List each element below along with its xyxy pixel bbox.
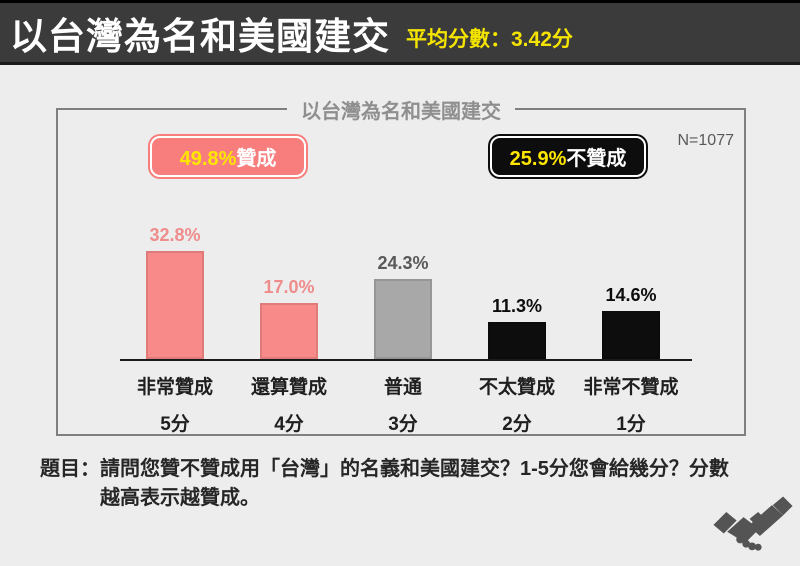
bar [602, 311, 660, 359]
chart-title: 以台灣為名和美國建交 [287, 95, 515, 124]
bar-value-label: 14.6% [605, 285, 657, 305]
bar [374, 279, 432, 359]
mean-score-label: 平均分數：3.42分 [406, 27, 573, 51]
category-score-label: 4分 [274, 414, 304, 435]
category-score-label: 3分 [388, 414, 418, 435]
category-label: 不太贊成 [478, 377, 555, 398]
bar-value-label: 11.3% [491, 296, 543, 316]
question-footnote: 題目：請問您贊不贊成用「台灣」的名義和美國建交？1-5分您會給幾分？分數 越高表… [40, 455, 750, 513]
bar-value-label: 17.0% [263, 277, 315, 297]
bar-column: 11.3% [460, 296, 574, 359]
bar [488, 322, 546, 359]
category-column: 不太贊成 2分 [460, 372, 574, 436]
bar [146, 251, 204, 359]
bar-column: 24.3% [346, 253, 460, 359]
category-label: 非常不贊成 [583, 377, 679, 398]
sample-size-label: N=1077 [677, 132, 735, 149]
category-column: 非常贊成 5分 [118, 372, 232, 436]
bar-column: 17.0% [232, 277, 346, 359]
question-line1: 題目：請問您贊不贊成用「台灣」的名義和美國建交？1-5分您會給幾分？分數 [40, 458, 729, 480]
disagree-percentage: 25.9% [509, 148, 567, 170]
category-score-label: 2分 [502, 414, 532, 435]
disagree-label: 不贊成 [566, 148, 627, 170]
bars-row: 32.8% 17.0% 24.3% 11.3% 14.6% [118, 110, 690, 359]
category-score-label: 1分 [616, 414, 646, 435]
cats-row: 非常贊成 5分 還算贊成 4分 普通 3分 不太贊成 2分 非常不贊成 1分 [118, 372, 690, 436]
disagree-badge: 25.9%不贊成 [490, 136, 646, 177]
bar-value-label: 24.3% [377, 253, 429, 273]
bar-column: 14.6% [574, 285, 688, 359]
bar-value-label: 32.8% [149, 225, 201, 245]
bar-column: 32.8% [118, 225, 232, 359]
category-label: 還算贊成 [250, 377, 327, 398]
category-column: 還算贊成 4分 [232, 372, 346, 436]
x-axis-line [120, 359, 692, 361]
handshake-icon [713, 496, 793, 551]
agree-label: 贊成 [236, 148, 277, 170]
category-label: 普通 [383, 377, 422, 398]
header-bar: 以台灣為名和美國建交 平均分數：3.42分 [0, 0, 800, 65]
chart-panel: 以台灣為名和美國建交 49.8%贊成 25.9%不贊成 N=1077 32.8%… [56, 95, 746, 436]
agree-percentage: 49.8% [179, 148, 237, 170]
question-line2: 越高表示越贊成。 [100, 487, 260, 509]
bar [260, 303, 318, 359]
category-score-label: 5分 [160, 414, 190, 435]
page-title: 以台灣為名和美國建交 [10, 15, 390, 57]
category-column: 普通 3分 [346, 372, 460, 436]
category-column: 非常不贊成 1分 [574, 372, 688, 436]
agree-badge: 49.8%贊成 [150, 136, 306, 177]
category-label: 非常贊成 [136, 377, 213, 398]
